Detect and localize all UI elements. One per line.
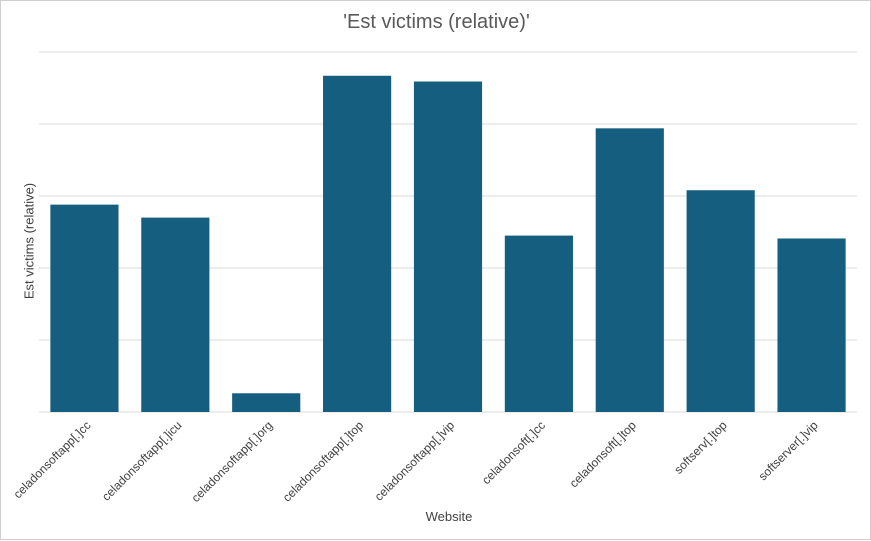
bar — [595, 128, 664, 412]
bar — [777, 238, 846, 412]
x-tick-label: softserv[.]top — [671, 418, 730, 477]
x-tick-label: celadonsoftapp[.]vip — [372, 418, 458, 504]
bar — [504, 235, 573, 412]
chart-title: 'Est victims (relative)' — [343, 11, 530, 33]
bar — [323, 75, 392, 412]
bar — [686, 190, 755, 412]
x-axis-label: Website — [425, 509, 473, 524]
bar — [141, 217, 210, 412]
bar — [413, 81, 483, 413]
x-tick-label: celadonsoftapp[.]icu — [99, 418, 184, 503]
x-tick-label: celadonsoft[.]top — [567, 418, 639, 490]
x-tick-label: celadonsoftapp[.]top — [280, 418, 367, 505]
x-tick-label: softserver[.]vip — [756, 418, 821, 483]
x-tick-label: celadonsoft[.]cc — [479, 418, 548, 487]
bar — [50, 204, 119, 412]
bar — [232, 393, 301, 412]
x-tick-label: celadonsoftapp[.]cc — [11, 418, 94, 501]
x-tick-label: celadonsoftapp[.]org — [189, 418, 276, 505]
